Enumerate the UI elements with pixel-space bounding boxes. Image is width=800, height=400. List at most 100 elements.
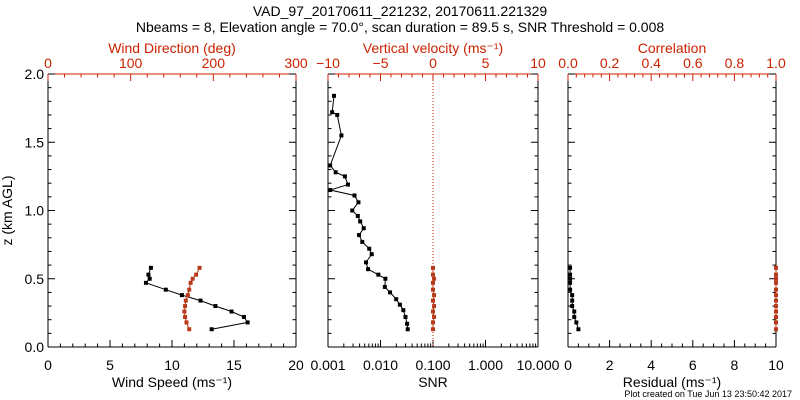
panel-residual_correlation: 0 2 4 6 8 10 Residual (ms⁻¹) 0.0 0.2 0.4 0.6 0.8 1.0… [558,40,786,390]
x-tick-label: 1.000 [468,357,503,373]
top-x-tick-label: 1.0 [766,55,786,71]
bottom-series-point [397,302,402,307]
bottom-series-point [364,260,369,265]
top-series-point [774,272,778,277]
bottom-series-point [241,314,246,319]
top-x-axis-title: Correlation [638,40,706,56]
top-x-tick-label: 0.0 [558,55,578,71]
x-tick-label: 0 [564,357,572,373]
bottom-series-point [405,321,410,326]
bottom-series-point [568,272,573,277]
top-series-point [431,309,435,314]
bottom-series-point [179,293,184,298]
bottom-series-point [143,280,148,285]
bottom-series-point [405,327,410,332]
top-series-point [774,320,778,325]
x-axis-title: Wind Speed (ms⁻¹) [112,374,232,390]
bottom-series-point [245,320,250,325]
top-series-point [188,280,193,285]
top-series-point [431,327,435,332]
top-series-point [187,287,192,292]
bottom-series-point [229,309,234,314]
top-series-point [774,327,778,332]
panel-vertical_velocity_snr: 0.001 0.010 0.100 1.000 10.000 SNR −10 −5 0 5 10 Ve… [310,40,559,390]
y-tick-label: 1.0 [25,203,45,219]
top-series-point [431,272,435,277]
top-series-point [194,272,199,277]
top-series-point [774,309,778,314]
bottom-series-point [335,112,340,117]
top-series-point [774,280,778,285]
bottom-series-point [339,133,344,138]
top-series-point [431,280,435,285]
x-tick-label: 10.000 [517,357,560,373]
top-x-axis-title: Wind Direction (deg) [108,40,236,56]
x-tick-label: 6 [689,357,697,373]
top-series-point [432,314,437,319]
figure-title: VAD_97_20170611_221232, 20170611.221329 [253,3,547,19]
top-x-axis-title: Vertical velocity (ms⁻¹) [363,40,503,56]
top-x-tick-label: 0 [429,55,437,71]
x-tick-label: 10 [164,357,180,373]
x-axis-title: SNR [418,374,448,390]
bottom-series-point [357,233,362,238]
y-tick-label: 0.5 [25,271,45,287]
top-x-tick-label: 5 [482,55,490,71]
plot-created-footer: Plot created on Tue Jun 13 23:50:42 2017 [624,389,792,399]
top-series-point [432,304,437,309]
top-series-point [431,265,435,270]
top-series-point [183,298,188,303]
bottom-series-point [570,298,575,303]
bottom-series-point [333,170,338,175]
top-x-tick-label: 100 [119,55,143,71]
top-series-point [185,293,190,298]
y-tick-label: 1.5 [25,134,45,150]
y-tick-label: 0.0 [25,339,45,355]
bottom-series-point [401,308,406,313]
top-series-point [432,293,437,298]
x-tick-label: 15 [226,357,242,373]
y-axis-title: z (km AGL) [0,175,15,245]
top-series-point [774,287,778,292]
bottom-series-point [355,213,360,218]
bottom-series-point [570,293,575,298]
bottom-series-point [376,272,381,277]
x-axis-title: Residual (ms⁻¹) [623,374,721,390]
top-x-tick-label: −10 [316,55,340,71]
top-series-point [774,298,778,303]
bottom-series-point [568,287,573,292]
top-x-tick-label: 200 [202,55,226,71]
top-series-point [774,304,778,309]
bottom-series-point [367,246,372,251]
x-tick-label: 0.100 [415,357,450,373]
bottom-series-point [345,182,350,187]
bottom-series-point [383,276,388,281]
top-series-point [431,298,435,303]
x-tick-label: 2 [606,357,614,373]
bottom-series-point [342,174,347,179]
bottom-series-point [146,272,151,277]
bottom-series-point [568,265,573,270]
bottom-series-point [360,239,365,244]
top-series-point [183,314,188,319]
top-x-tick-label: 0.2 [600,55,620,71]
x-tick-label: 5 [106,357,114,373]
bottom-series-point [576,327,581,332]
bottom-series-point [209,327,214,332]
top-x-tick-label: 0.4 [641,55,661,71]
top-x-tick-label: 0 [44,55,52,71]
top-x-tick-label: 10 [530,55,546,71]
bottom-series-point [369,252,374,257]
bottom-series-point [366,267,371,272]
bottom-series-point [382,284,387,289]
x-tick-label: 10 [768,357,784,373]
bottom-series-point [388,290,393,295]
bottom-series-point [572,314,577,319]
top-series-point [774,314,778,319]
top-x-tick-label: 300 [284,55,308,71]
top-series-point [774,293,778,298]
